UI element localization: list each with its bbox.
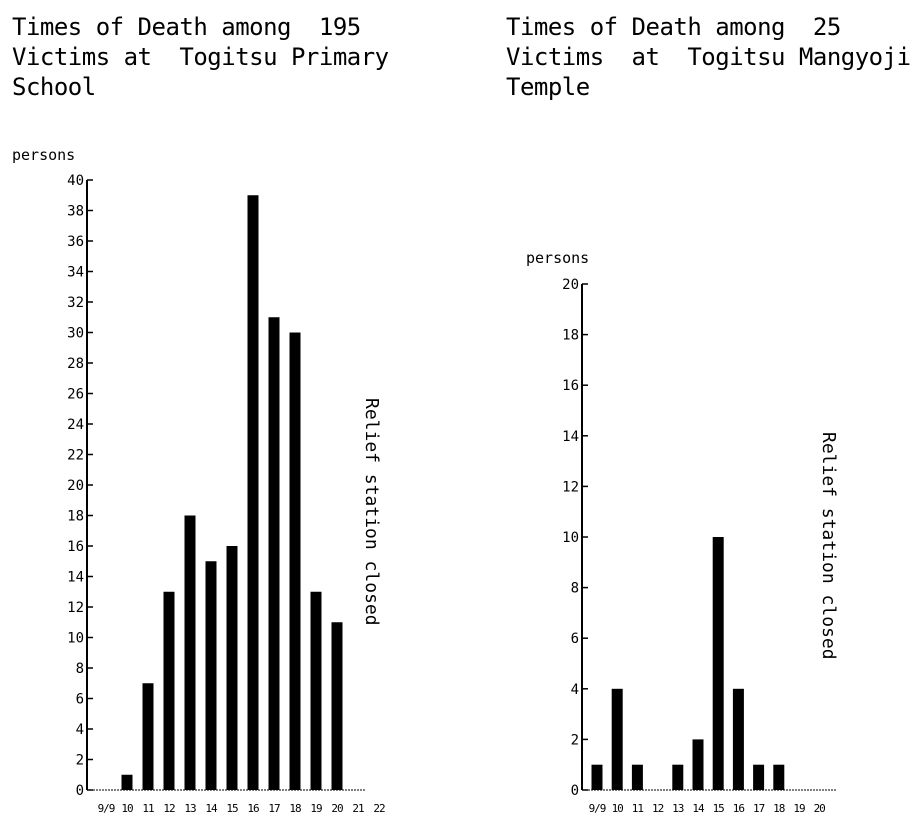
bar bbox=[268, 317, 280, 790]
x-tick-label: 15 bbox=[226, 802, 238, 815]
chart-title-primary-school: Times of Death among 195 Victims at Togi… bbox=[12, 13, 389, 101]
relief-station-closed-label: Relief station closed bbox=[818, 432, 839, 660]
x-tick-label: 17 bbox=[753, 802, 765, 815]
y-tick-label: 12 bbox=[562, 479, 579, 495]
y-tick-label: 14 bbox=[67, 570, 84, 586]
bar bbox=[753, 764, 765, 790]
x-tick-label: 14 bbox=[205, 802, 218, 815]
y-tick-label: 18 bbox=[562, 328, 579, 344]
y-tick-label: 0 bbox=[571, 783, 579, 799]
x-tick-label: 16 bbox=[247, 802, 259, 815]
y-tick-label: 26 bbox=[67, 387, 84, 403]
x-tick-label: 19 bbox=[310, 802, 322, 815]
y-tick-label: 4 bbox=[571, 682, 579, 698]
bar bbox=[732, 688, 744, 790]
x-tick-label: 9/9 bbox=[98, 802, 115, 815]
bar bbox=[121, 774, 133, 790]
y-tick-label: 32 bbox=[67, 295, 84, 311]
bar bbox=[672, 764, 684, 790]
x-tick-label: 12 bbox=[163, 802, 175, 815]
bar bbox=[289, 332, 301, 790]
x-tick-label: 15 bbox=[713, 802, 725, 815]
x-tick-label: 21 bbox=[352, 802, 364, 815]
y-tick-label: 20 bbox=[67, 478, 84, 494]
x-tick-label: 10 bbox=[612, 802, 624, 815]
y-axis-label: persons bbox=[526, 249, 589, 267]
y-tick-label: 6 bbox=[571, 631, 579, 647]
y-tick-label: 16 bbox=[562, 378, 579, 394]
y-tick-label: 40 bbox=[67, 173, 84, 189]
bar bbox=[591, 764, 603, 790]
bar-chart-mangyoji-temple: persons Relief station closed 0 2 4 6 8 10 12 1… bbox=[526, 249, 839, 815]
y-tick-label: 38 bbox=[67, 204, 84, 220]
y-tick-label: 36 bbox=[67, 234, 84, 250]
bar bbox=[692, 739, 704, 790]
y-tick-label: 28 bbox=[67, 356, 84, 372]
y-tick-label: 8 bbox=[571, 581, 579, 597]
x-tick-label: 22 bbox=[373, 802, 385, 815]
bar bbox=[226, 546, 238, 790]
x-tick-label: 13 bbox=[184, 802, 196, 815]
relief-station-closed-label: Relief station closed bbox=[361, 398, 382, 626]
chart-title-mangyoji-temple: Times of Death among 25 Victims at Togit… bbox=[506, 13, 911, 101]
y-tick-label: 8 bbox=[76, 661, 84, 677]
y-tick-label: 16 bbox=[67, 539, 84, 555]
x-tick-label: 17 bbox=[268, 802, 280, 815]
bar bbox=[310, 591, 322, 790]
bar bbox=[205, 561, 217, 790]
x-tick-label: 20 bbox=[814, 802, 826, 815]
y-tick-label: 2 bbox=[571, 732, 579, 748]
y-tick-label: 30 bbox=[67, 326, 84, 342]
bar bbox=[611, 688, 623, 790]
y-tick-label: 2 bbox=[76, 753, 84, 769]
x-tick-label: 20 bbox=[331, 802, 343, 815]
y-tick-label: 0 bbox=[76, 783, 84, 799]
bar bbox=[773, 764, 785, 790]
x-tick-label: 19 bbox=[793, 802, 805, 815]
x-tick-label: 11 bbox=[142, 802, 154, 815]
y-tick-label: 10 bbox=[67, 631, 84, 647]
x-tick-label: 18 bbox=[773, 802, 785, 815]
y-axis-label: persons bbox=[12, 146, 75, 164]
x-tick-label: 10 bbox=[121, 802, 133, 815]
y-tick-label: 4 bbox=[76, 722, 84, 738]
bar bbox=[631, 764, 643, 790]
y-tick-label: 20 bbox=[562, 277, 579, 293]
y-tick-label: 12 bbox=[67, 600, 84, 616]
bar bbox=[142, 683, 154, 790]
y-tick-label: 34 bbox=[67, 265, 84, 281]
x-tick-label: 9/9 bbox=[589, 802, 606, 815]
x-tick-label: 16 bbox=[733, 802, 745, 815]
x-tick-label: 12 bbox=[652, 802, 664, 815]
y-tick-label: 14 bbox=[562, 429, 579, 445]
x-tick-label: 14 bbox=[692, 802, 705, 815]
x-tick-label: 18 bbox=[289, 802, 301, 815]
bar bbox=[184, 515, 196, 790]
x-tick-label: 13 bbox=[672, 802, 684, 815]
y-tick-label: 6 bbox=[76, 692, 84, 708]
bar-chart-primary-school: persons Relief station closed 0246810121… bbox=[12, 146, 386, 815]
y-tick-label: 22 bbox=[67, 448, 84, 464]
x-tick-label: 11 bbox=[632, 802, 644, 815]
bar bbox=[247, 195, 259, 790]
y-tick-label: 10 bbox=[562, 530, 579, 546]
y-tick-label: 18 bbox=[67, 509, 84, 525]
bar bbox=[163, 591, 175, 790]
bar bbox=[331, 622, 343, 790]
y-tick-label: 24 bbox=[67, 417, 84, 433]
bar bbox=[712, 537, 724, 790]
